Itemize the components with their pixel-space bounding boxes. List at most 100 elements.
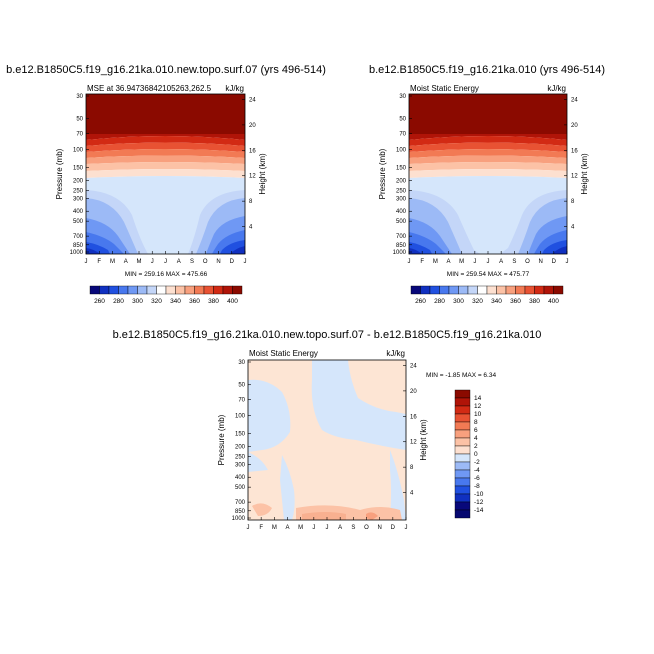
y-tick-label: 700 <box>396 234 407 240</box>
x-tick-label: J <box>151 259 154 265</box>
x-tick-label: F <box>97 259 101 265</box>
y-tick-label: 400 <box>73 209 84 215</box>
colorbar-swatch <box>458 285 469 295</box>
y-tick-label: 70 <box>76 132 83 138</box>
colorbar-label: 280 <box>434 298 445 305</box>
y2-axis-title: Height (km) <box>419 419 428 461</box>
colorbar-label: 320 <box>472 298 483 305</box>
panel-b-contours <box>409 94 567 254</box>
x-tick-label: J <box>312 525 315 531</box>
colorbar-label: -8 <box>474 483 480 490</box>
x-tick-label: M <box>137 259 142 265</box>
colorbar-label: 360 <box>510 298 521 305</box>
x-tick-label: F <box>420 259 424 265</box>
y-tick-label: 300 <box>396 196 407 202</box>
y-tick-label: 30 <box>76 94 83 100</box>
x-tick-label: J <box>473 259 476 265</box>
colorbar-swatch <box>137 285 148 295</box>
colorbar-label: 300 <box>453 298 464 305</box>
colorbar-swatch <box>89 285 100 295</box>
x-tick-label: A <box>338 525 342 531</box>
colorbar-label: -4 <box>474 467 480 474</box>
x-tick-label: S <box>351 525 355 531</box>
y-tick-label: 400 <box>235 475 246 481</box>
panel-c-contours <box>248 360 406 520</box>
x-tick-label: J <box>405 525 408 531</box>
colorbar-swatch <box>534 285 545 295</box>
y-tick-label: 100 <box>235 414 246 420</box>
colorbar-label: 10 <box>474 411 482 418</box>
colorbar-swatch <box>118 285 129 295</box>
panel-a-contours <box>86 94 245 254</box>
y-tick-label: 500 <box>235 485 246 491</box>
colorbar-label: 260 <box>415 298 426 305</box>
y-tick-label: 300 <box>235 462 246 468</box>
y-tick-label: 400 <box>396 209 407 215</box>
y-axis-title: Pressure (mb) <box>217 414 226 465</box>
y2-tick-label: 12 <box>249 174 256 180</box>
y2-tick-label: 24 <box>571 97 578 103</box>
y2-tick-label: 8 <box>410 465 414 471</box>
y-tick-label: 30 <box>399 94 406 100</box>
y-tick-label: 200 <box>396 178 407 184</box>
colorbar-swatch <box>524 285 535 295</box>
y-tick-label: 300 <box>73 196 84 202</box>
colorbar-swatch <box>467 285 478 295</box>
colorbar-label: -10 <box>474 491 484 498</box>
y-tick-label: 1000 <box>393 250 407 256</box>
x-tick-label: A <box>177 259 181 265</box>
colorbar-swatch <box>222 285 233 295</box>
colorbar-swatch <box>454 461 471 471</box>
panel-b-left-label: Moist Static Energy <box>410 84 479 93</box>
y2-tick-label: 4 <box>249 225 253 231</box>
y-tick-label: 100 <box>73 148 84 154</box>
y-tick-label: 1000 <box>232 516 246 522</box>
colorbar-swatch <box>496 285 507 295</box>
colorbar-label: -2 <box>474 459 480 466</box>
panel-b-units: kJ/kg <box>547 84 566 93</box>
panel-c-units: kJ/kg <box>386 349 405 358</box>
panel-a-units: kJ/kg <box>225 84 244 93</box>
colorbar-swatch <box>213 285 224 295</box>
x-tick-label: S <box>512 259 516 265</box>
colorbar-label: 280 <box>113 298 124 305</box>
y2-tick-label: 12 <box>571 174 578 180</box>
x-tick-label: D <box>552 259 557 265</box>
y-tick-label: 150 <box>396 166 407 172</box>
colorbar-swatch <box>203 285 214 295</box>
colorbar-swatch <box>454 453 471 463</box>
y-tick-label: 250 <box>235 454 246 460</box>
colorbar-swatch <box>454 437 471 447</box>
x-tick-label: S <box>190 259 194 265</box>
colorbar-swatch <box>448 285 459 295</box>
colorbar-swatch <box>410 285 421 295</box>
y-tick-label: 200 <box>73 178 84 184</box>
x-tick-label: M <box>433 259 438 265</box>
x-tick-label: J <box>247 525 250 531</box>
y-tick-label: 100 <box>396 148 407 154</box>
colorbar-swatch <box>429 285 440 295</box>
x-tick-label: J <box>408 259 411 265</box>
x-tick-label: A <box>499 259 503 265</box>
y2-tick-label: 4 <box>571 225 575 231</box>
colorbar-swatch <box>146 285 157 295</box>
y-tick-label: 1000 <box>70 250 84 256</box>
colorbar-swatch <box>454 413 471 423</box>
colorbar-label: 12 <box>474 403 482 410</box>
colorbar-swatch <box>420 285 431 295</box>
colorbar-swatch <box>194 285 205 295</box>
x-tick-label: O <box>364 525 369 531</box>
x-tick-label: N <box>377 525 381 531</box>
y-tick-label: 850 <box>73 243 84 249</box>
y2-tick-label: 20 <box>249 123 256 129</box>
colorbar-label: 6 <box>474 427 478 434</box>
panel-b-title: b.e12.B1850C5.f19_g16.21ka.010 (yrs 496-… <box>369 64 605 76</box>
colorbar-swatch <box>505 285 516 295</box>
colorbar-label: 380 <box>529 298 540 305</box>
x-tick-label: J <box>326 525 329 531</box>
colorbar-label: 400 <box>548 298 559 305</box>
y-tick-label: 50 <box>238 383 245 389</box>
y2-tick-label: 16 <box>249 148 256 154</box>
